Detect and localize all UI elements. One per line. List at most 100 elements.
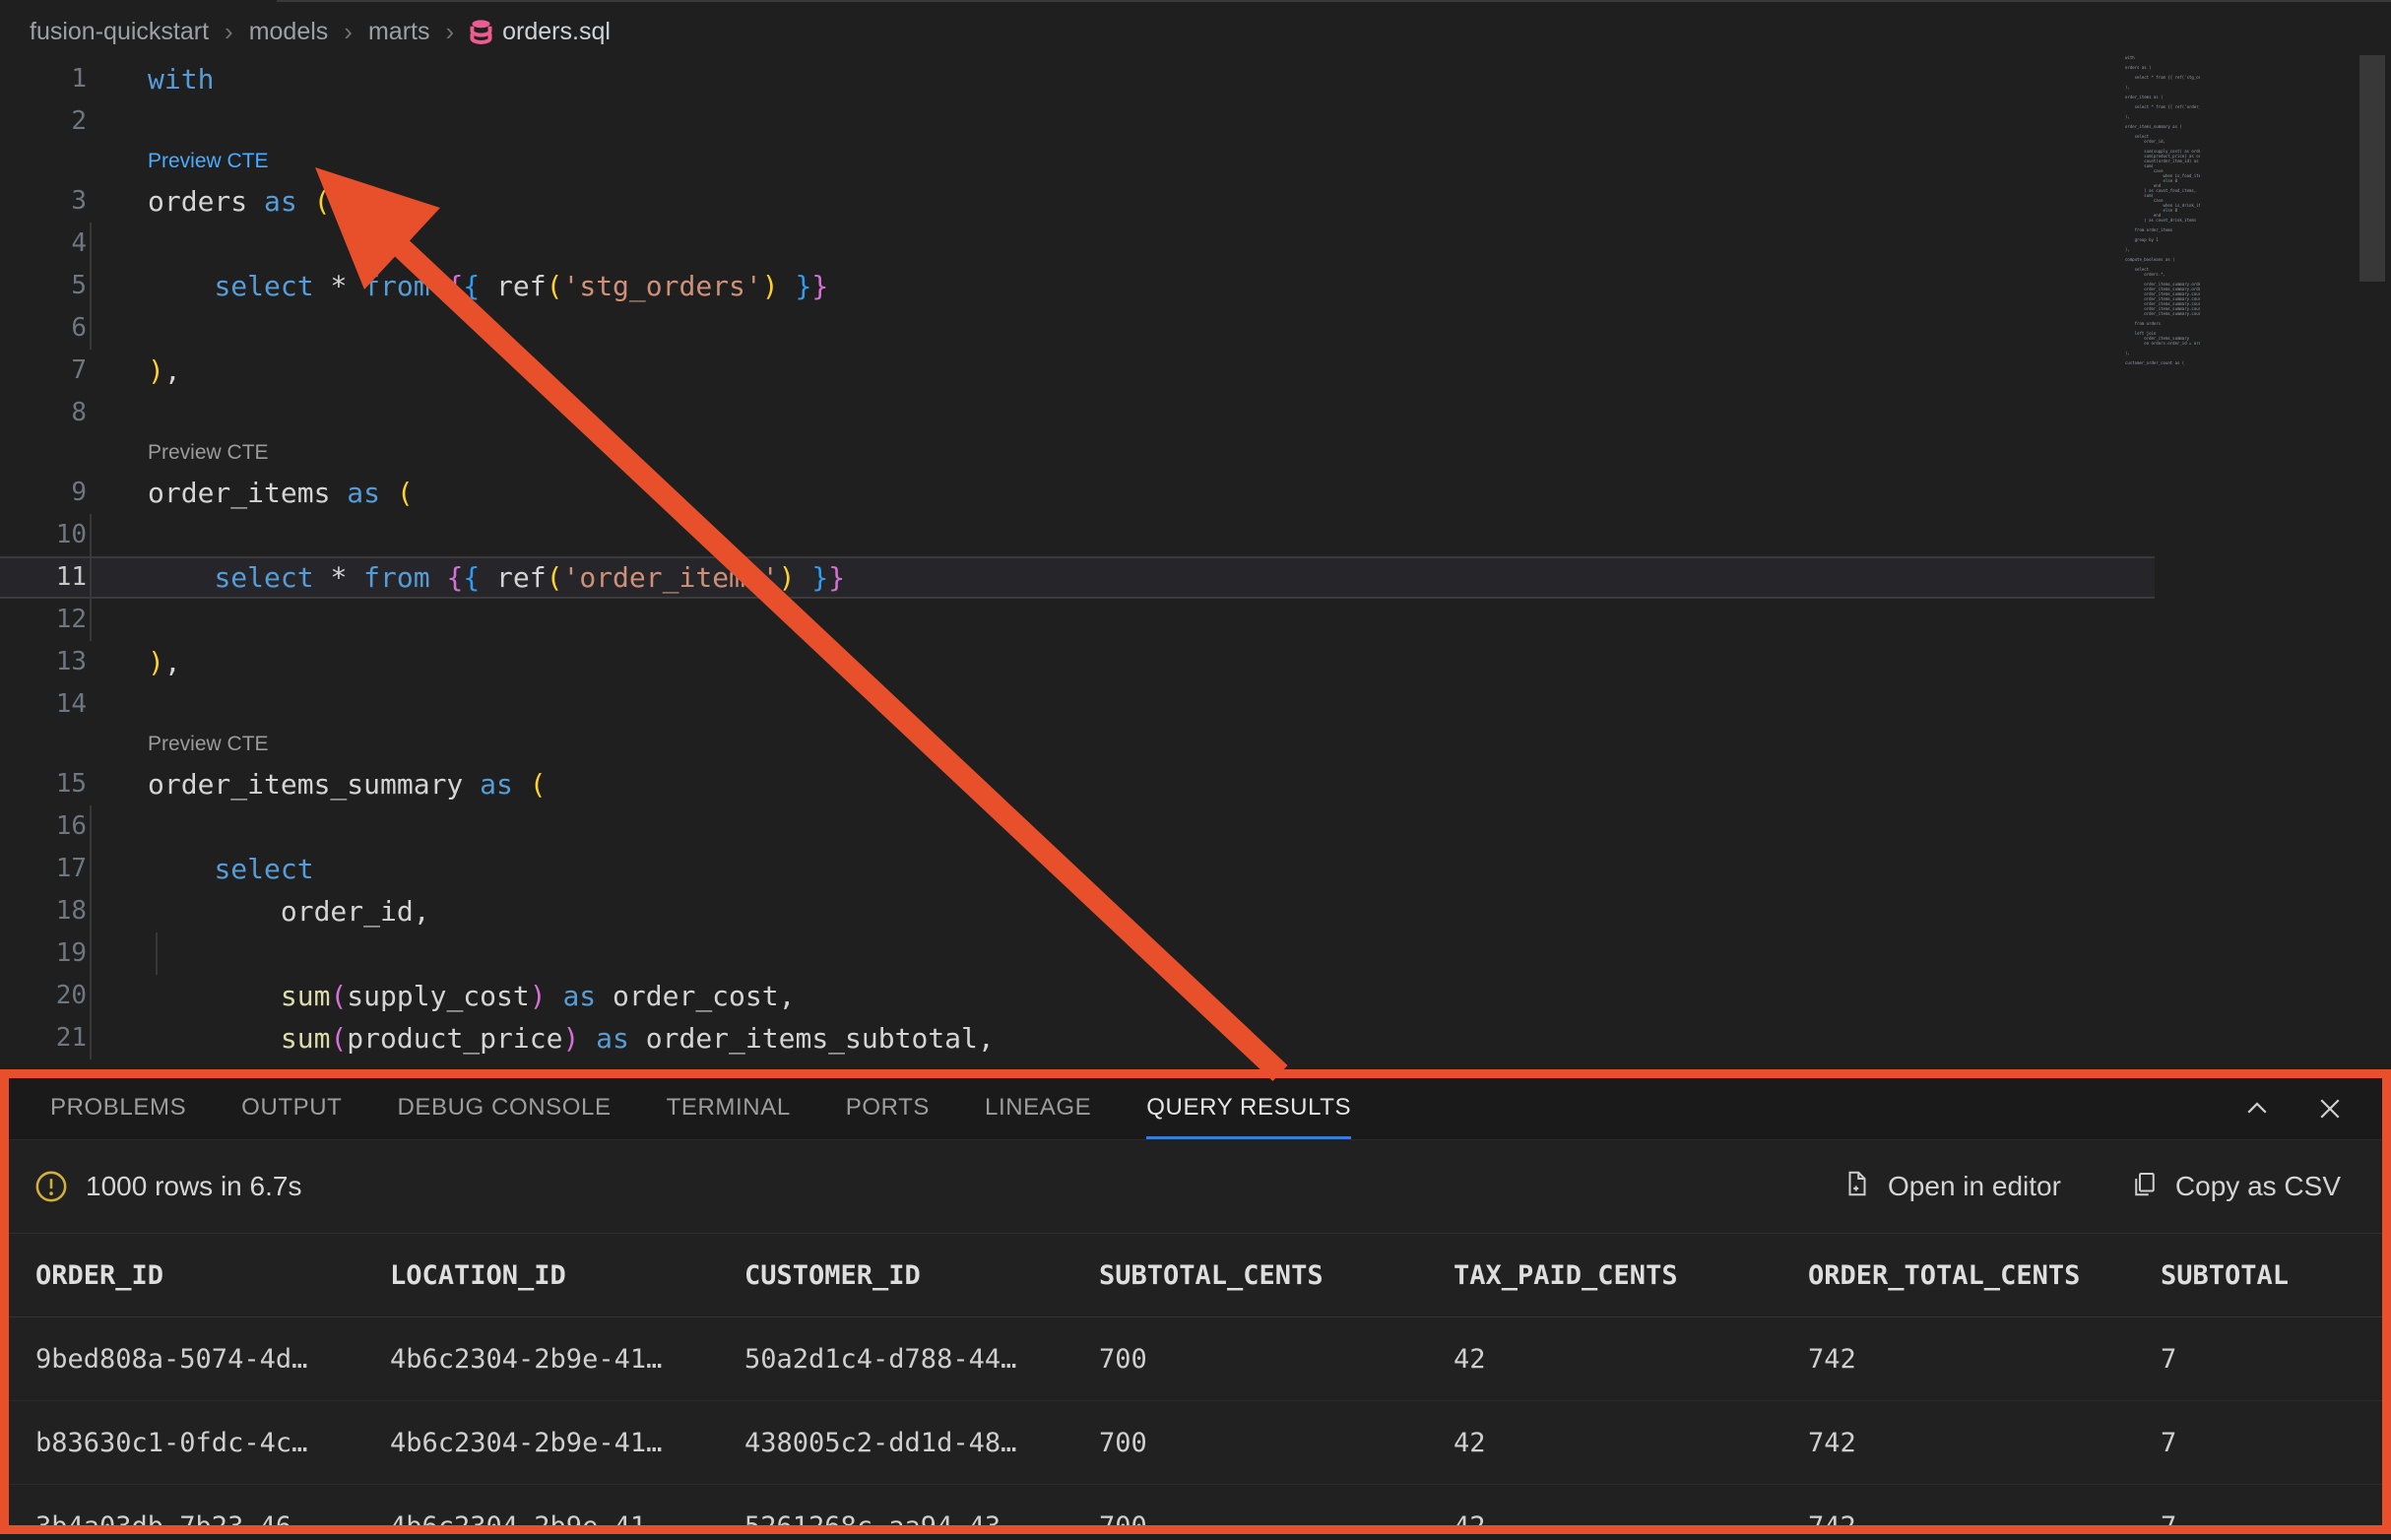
line-number: 7 <box>71 355 87 385</box>
breadcrumb-item-file[interactable]: orders.sql <box>470 18 611 46</box>
code-line[interactable]: 20 sum(supply_cost) as order_cost, <box>0 975 2155 1017</box>
indent-guide <box>90 307 92 350</box>
code-line[interactable]: 16 <box>0 805 2155 848</box>
code-line[interactable]: 7 ), <box>0 350 2155 392</box>
table-cell: b83630c1-0fdc-4c… <box>35 1427 308 1458</box>
chevron-right-icon: › <box>344 16 353 46</box>
open-in-editor-label: Open in editor <box>1888 1171 2061 1201</box>
warning-icon <box>34 1170 68 1203</box>
code-line[interactable]: 3 orders as ( <box>0 180 2155 223</box>
results-toolbar: 1000 rows in 6.7s Open in editor <box>9 1140 2382 1234</box>
line-number: 17 <box>55 854 87 883</box>
column-header[interactable]: SUBTOTAL_CENTS <box>1099 1259 1324 1291</box>
table-cell: 7 <box>2161 1343 2177 1375</box>
code-editor[interactable]: 1 with 2 Preview CTE 3 orders as ( 4 5 sele… <box>0 58 2155 1059</box>
editor-scrollbar[interactable] <box>2359 55 2385 282</box>
line-number: 11 <box>55 562 87 592</box>
code-line[interactable]: 11 select * from {{ ref('order_items') }… <box>0 556 2155 599</box>
table-cell: 700 <box>1099 1510 1147 1534</box>
column-header[interactable]: SUBTOTAL <box>2161 1259 2290 1291</box>
indent-guide <box>90 514 92 556</box>
column-header[interactable]: CUSTOMER_ID <box>744 1259 921 1291</box>
code-line[interactable]: 21 sum(product_price) as order_items_sub… <box>0 1017 2155 1059</box>
line-number: 8 <box>71 398 87 427</box>
code-line[interactable]: 4 <box>0 223 2155 265</box>
preview-cte-codelens[interactable]: Preview CTE <box>148 150 269 172</box>
table-row[interactable]: 9bed808a-5074-4d… 4b6c2304-2b9e-41… 50a2d1… <box>9 1317 2382 1401</box>
table-cell: 42 <box>1454 1343 1486 1375</box>
tab-output[interactable]: OUTPUT <box>241 1093 343 1121</box>
line-number: 1 <box>71 64 87 94</box>
code-line[interactable]: 19 <box>0 932 2155 975</box>
new-file-icon <box>1842 1169 1872 1205</box>
table-cell: 742 <box>1808 1510 1856 1534</box>
breadcrumb-item[interactable]: fusion-quickstart <box>30 17 210 45</box>
preview-cte-codelens[interactable]: Preview CTE <box>148 441 269 464</box>
table-cell: 3b4a03db-7b23-46 <box>35 1510 292 1534</box>
table-cell: 438005c2-dd1d-48… <box>744 1427 1017 1458</box>
tab-terminal[interactable]: TERMINAL <box>666 1093 791 1121</box>
tab-lineage[interactable]: LINEAGE <box>985 1093 1092 1121</box>
table-row[interactable]: 3b4a03db-7b23-46 4b6c2304-2b9e-41 5261268c… <box>9 1485 2382 1534</box>
breadcrumb[interactable]: fusion-quickstart › models › marts › order… <box>30 10 611 53</box>
indent-guide <box>90 223 92 265</box>
code-line[interactable]: 13 ), <box>0 641 2155 683</box>
breadcrumb-item[interactable]: models <box>248 17 329 45</box>
code-line[interactable]: 8 <box>0 392 2155 434</box>
line-number: 3 <box>71 186 87 216</box>
tab-query-results[interactable]: QUERY RESULTS <box>1146 1078 1352 1139</box>
indent-guide <box>90 1017 92 1059</box>
line-number: 16 <box>55 811 87 841</box>
line-number: 6 <box>71 313 87 343</box>
line-number: 14 <box>55 689 87 719</box>
table-cell: 700 <box>1099 1343 1147 1375</box>
table-cell: 4b6c2304-2b9e-41… <box>390 1427 663 1458</box>
line-number: 5 <box>71 271 87 300</box>
line-number: 21 <box>55 1023 87 1053</box>
table-cell: 42 <box>1454 1510 1486 1534</box>
open-in-editor-button[interactable]: Open in editor <box>1842 1169 2061 1205</box>
code-line[interactable]: 9 order_items as ( <box>0 472 2155 514</box>
code-line[interactable]: 12 <box>0 599 2155 641</box>
preview-cte-codelens[interactable]: Preview CTE <box>148 733 269 755</box>
code-line[interactable]: 1 with <box>0 58 2155 100</box>
tab-ports[interactable]: PORTS <box>845 1093 931 1121</box>
close-icon[interactable] <box>2315 1094 2345 1123</box>
code-line[interactable]: 5 select * from {{ ref('stg_orders') }} <box>0 265 2155 307</box>
code-line[interactable]: 10 <box>0 514 2155 556</box>
indent-guide <box>156 932 158 975</box>
copy-icon <box>2130 1169 2160 1205</box>
code-line[interactable]: 17 select <box>0 848 2155 890</box>
indent-guide <box>90 932 92 975</box>
chevron-right-icon: › <box>225 16 233 46</box>
line-number: 20 <box>55 981 87 1010</box>
code-line[interactable]: 14 <box>0 683 2155 726</box>
line-number: 2 <box>71 106 87 136</box>
minimap[interactable]: with orders as ( select * from {{ ref('s… <box>2125 55 2200 365</box>
tab-debug-console[interactable]: DEBUG CONSOLE <box>397 1093 612 1121</box>
table-cell: 50a2d1c4-d788-44… <box>744 1343 1017 1375</box>
panel-tabs: PROBLEMS OUTPUT DEBUG CONSOLE TERMINAL PORTS… <box>9 1078 2382 1140</box>
column-header[interactable]: ORDER_TOTAL_CENTS <box>1808 1259 2081 1291</box>
code-line[interactable]: 6 <box>0 307 2155 350</box>
line-number: 19 <box>55 938 87 968</box>
chevron-up-icon[interactable] <box>2242 1094 2272 1123</box>
indent-guide <box>90 558 92 597</box>
table-row[interactable]: b83630c1-0fdc-4c… 4b6c2304-2b9e-41… 438005… <box>9 1401 2382 1485</box>
indent-guide <box>90 848 92 890</box>
table-header: ORDER_ID LOCATION_ID CUSTOMER_ID SUBTOTAL_C… <box>9 1234 2382 1317</box>
column-header[interactable]: ORDER_ID <box>35 1259 164 1291</box>
code-line[interactable]: 15 order_items_summary as ( <box>0 763 2155 805</box>
code-line[interactable]: 18 order_id, <box>0 890 2155 932</box>
line-number: 4 <box>71 228 87 258</box>
line-number: 12 <box>55 605 87 634</box>
column-header[interactable]: LOCATION_ID <box>390 1259 566 1291</box>
code-line[interactable]: 2 <box>0 100 2155 143</box>
tab-problems[interactable]: PROBLEMS <box>50 1093 187 1121</box>
column-header[interactable]: TAX_PAID_CENTS <box>1454 1259 1678 1291</box>
line-number: 10 <box>55 520 87 549</box>
indent-guide <box>90 890 92 932</box>
breadcrumb-item[interactable]: marts <box>367 17 430 45</box>
copy-as-csv-button[interactable]: Copy as CSV <box>2130 1169 2341 1205</box>
